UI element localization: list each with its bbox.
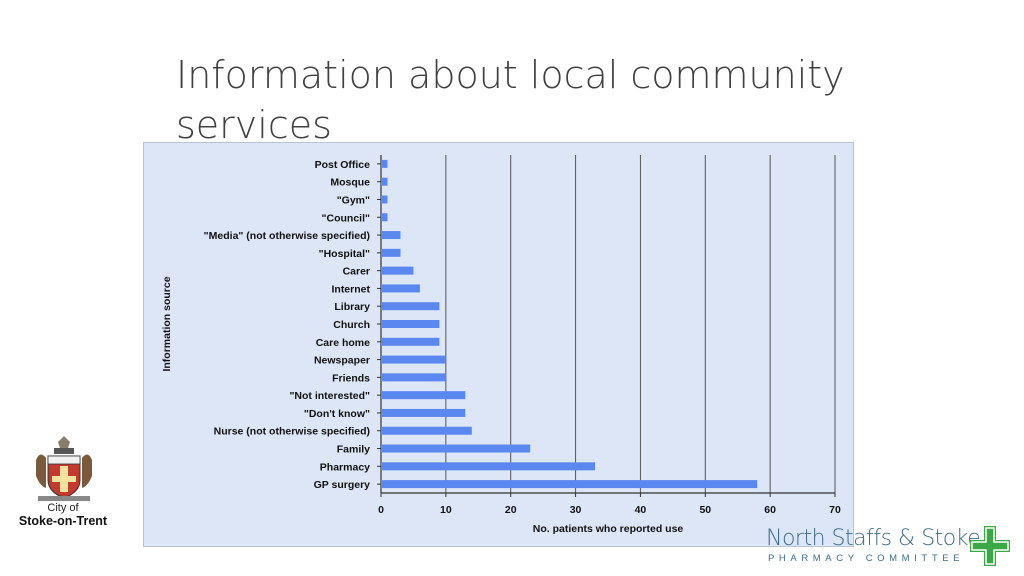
bar [381,355,446,364]
bar [381,320,440,328]
y-tick-label: GP surgery [314,479,371,491]
y-tick-label: "Council" [322,212,370,224]
x-tick-label: 60 [764,504,776,516]
y-tick-label: "Media" (not otherwise specified) [204,230,370,242]
y-tick-label: Newspaper [314,355,370,367]
bar [381,213,388,222]
x-tick-label: 20 [505,504,517,516]
org-name: North Staffs & Stoke [766,526,981,551]
bar [381,462,596,471]
city-logo: City of Stoke-on-Trent [8,436,120,536]
bar [381,480,758,489]
bar [381,337,440,346]
x-tick-label: 30 [570,504,582,516]
x-tick-label: 10 [440,504,452,516]
bar [381,231,401,240]
city-name-label: Stoke-on-Trent [18,514,108,528]
org-subtitle: PHARMACY COMMITTEE [768,553,965,564]
x-axis-title: No. patients who reported use [533,523,684,535]
y-tick-label: Family [337,444,370,456]
x-tick-label: 50 [699,504,711,516]
slide-title: Information about local community servic… [176,53,845,147]
y-tick-label: Internet [331,283,370,295]
y-tick-label: Post Office [315,159,371,171]
city-of-label: City of [47,502,79,514]
bar [381,177,388,186]
bar-chart: Post Office Mosque "Gym" "Council" "Media" (… [143,142,854,547]
bar [381,284,420,293]
bar [381,248,401,257]
x-tick-label: 70 [829,504,841,516]
y-tick-label: Library [334,301,370,313]
pharmacy-cross-icon [970,526,1010,566]
chart-svg: Post Office Mosque "Gym" "Council" "Media" (… [161,155,841,535]
bar [381,195,388,204]
y-tick-label: Pharmacy [320,461,370,473]
bar [381,444,531,453]
y-tick-label: "Gym" [337,194,370,206]
bar [381,302,440,311]
y-tick-label: "Hospital" [319,248,370,260]
bar [381,373,446,382]
pharmacy-committee-logo: North Staffs & Stoke PHARMACY COMMITTEE [764,516,1014,572]
bar [381,159,388,168]
bar [381,426,472,435]
y-axis-title: Information source [161,276,173,371]
y-tick-label: "Not interested" [289,390,370,402]
bar [381,266,414,275]
y-tick-label: Church [333,319,370,331]
x-tick-label: 0 [378,504,384,516]
bar [381,391,466,400]
y-tick-label: Friends [332,372,370,384]
coat-of-arms-icon [36,436,92,501]
y-tick-label: Mosque [330,177,370,189]
x-tick-label: 40 [635,504,647,516]
y-tick-label: Nurse (not otherwise specified) [214,426,370,438]
y-tick-label: Carer [343,266,370,278]
y-tick-label: Care home [316,337,370,349]
bar [381,408,466,417]
y-tick-label: "Don't know" [304,408,370,420]
